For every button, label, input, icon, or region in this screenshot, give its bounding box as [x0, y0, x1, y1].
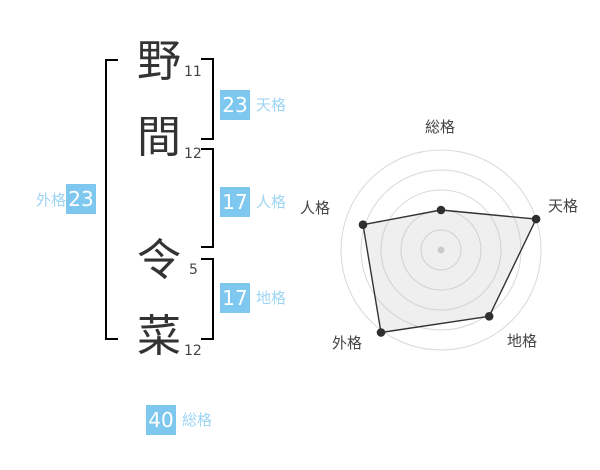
jinkaku-value-badge: 17: [220, 187, 250, 217]
chikaku-bracket: [201, 258, 214, 340]
tenkaku-value-badge: 23: [220, 90, 250, 120]
soukaku-label: 総格: [182, 411, 213, 429]
stroke-count-1: 11: [184, 64, 202, 80]
stroke-count-3: 5: [189, 262, 198, 278]
radar-chart: [340, 149, 542, 351]
gaikaku-bracket: [105, 59, 118, 340]
radar-axis-label-chikaku: 地格: [507, 332, 538, 350]
radar-axis-label-tenkaku: 天格: [548, 197, 579, 215]
jinkaku-bracket: [201, 148, 214, 248]
name-char-4: 菜: [137, 311, 181, 362]
tenkaku-bracket: [201, 58, 214, 140]
gaikaku-value-badge: 23: [66, 184, 96, 214]
chikaku-label: 地格: [256, 289, 287, 307]
radar-axis-label-jinkaku: 人格: [300, 199, 331, 217]
radar-axis-label-gaikaku: 外格: [332, 334, 363, 352]
tenkaku-label: 天格: [256, 96, 287, 114]
radar-axis-label-soukaku: 総格: [424, 118, 455, 136]
name-char-3: 令: [137, 235, 181, 286]
name-char-1: 野: [137, 36, 181, 87]
chikaku-value-badge: 17: [220, 283, 250, 313]
soukaku-value-badge: 40: [146, 405, 176, 435]
stroke-count-2: 12: [184, 146, 202, 162]
stroke-count-4: 12: [184, 343, 202, 359]
gaikaku-label: 外格: [36, 191, 67, 209]
jinkaku-label: 人格: [256, 193, 287, 211]
name-char-2: 間: [137, 112, 181, 163]
